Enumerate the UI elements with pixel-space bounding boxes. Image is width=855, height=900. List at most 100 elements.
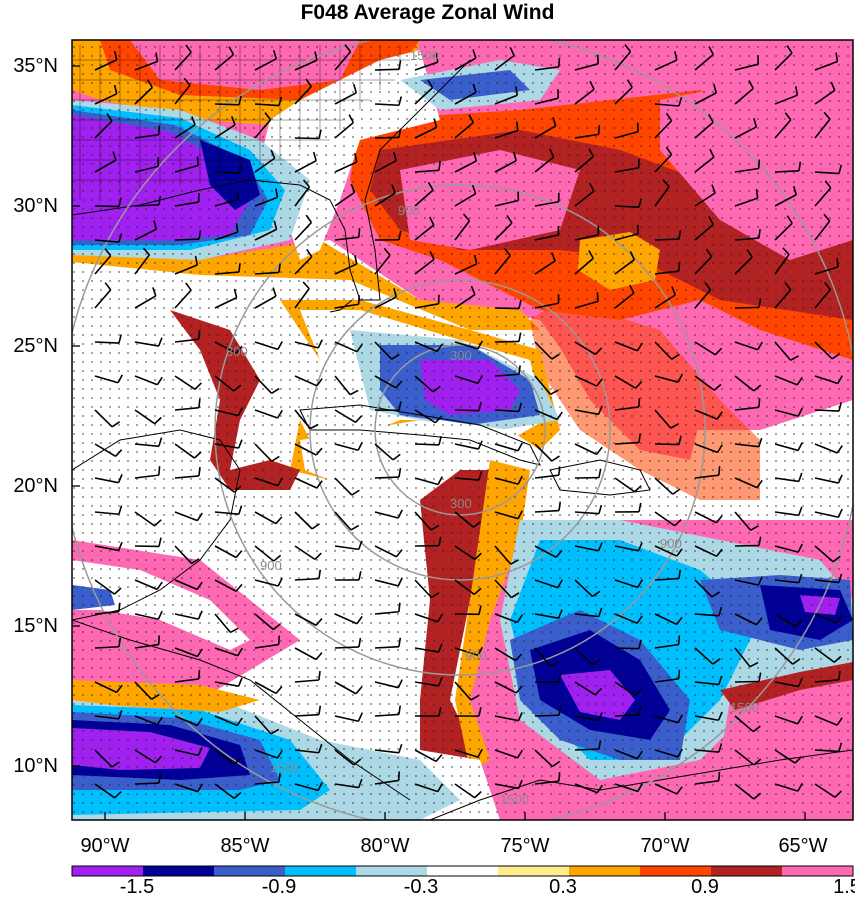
wind-barb-flag [477, 340, 483, 350]
wind-barb [654, 341, 673, 360]
wind-barb-flag [636, 122, 639, 132]
wind-barb [814, 341, 833, 360]
wind-barb [654, 154, 673, 173]
wind-barb-flag [436, 343, 443, 352]
wind-barb [414, 303, 439, 309]
wind-barb-flag [718, 675, 723, 685]
wind-barb [694, 545, 718, 558]
wind-barb-flag [113, 50, 118, 61]
wind-barb-flag [637, 579, 643, 588]
wind-barb [454, 545, 476, 561]
wind-barb-flag [272, 49, 278, 60]
wind-barb [174, 613, 199, 620]
wind-barb [254, 579, 279, 587]
wind-barb [334, 375, 351, 396]
wind-barb-flag [236, 717, 243, 726]
wind-barb [174, 375, 196, 390]
wind-barb-flag [718, 466, 721, 476]
contour-label: 1500 [270, 760, 299, 775]
wind-barb-flag [318, 670, 321, 681]
wind-barb [534, 234, 559, 241]
wind-barb [214, 375, 235, 392]
wind-barb [734, 341, 758, 351]
wind-barb-flag [758, 437, 763, 447]
wind-barb [454, 341, 479, 350]
wind-barb-flag [315, 447, 323, 456]
wind-barb [254, 477, 278, 487]
wind-barb [374, 341, 393, 360]
wind-barb-flag [674, 518, 682, 527]
wind-barb-flag [118, 334, 122, 344]
wind-barb [694, 613, 719, 617]
wind-barb [94, 749, 113, 768]
wind-barb [214, 198, 239, 207]
contour-label: 900 [260, 558, 282, 573]
wind-barb [374, 443, 394, 461]
wind-barb [254, 119, 272, 139]
wind-barb-flag [233, 757, 242, 765]
wind-barb-flag [273, 220, 278, 230]
colorbar [72, 866, 854, 876]
wind-barb [414, 126, 437, 139]
wind-barb-flag [782, 247, 790, 256]
wind-barb [294, 341, 319, 349]
wind-barb [734, 647, 751, 668]
wind-barb-flag [473, 587, 482, 595]
lat-label: 30°N [13, 195, 58, 217]
wind-barb-flag [156, 581, 163, 590]
wind-barb-flag [158, 437, 163, 447]
wind-barb [494, 94, 518, 105]
colorbar-swatch [72, 866, 144, 876]
wind-barb-flag [551, 353, 560, 360]
wind-barb [374, 296, 397, 309]
wind-barb-flag [836, 614, 843, 624]
wind-barb-flag [629, 284, 635, 294]
wind-barb-flag [472, 83, 477, 93]
wind-barb [814, 266, 839, 275]
us-gulf-coast [72, 59, 471, 301]
wind-barb [574, 88, 595, 105]
wind-barb [374, 579, 399, 587]
wind-barb [174, 264, 198, 275]
wind-barb [414, 258, 435, 275]
wind-barb [454, 375, 479, 385]
wind-barb [454, 511, 474, 528]
wind-barb-flag [435, 754, 443, 762]
wind-barb-flag [678, 569, 682, 579]
wind-barb [654, 186, 670, 207]
wind-barb [374, 192, 396, 207]
wind-barb [694, 289, 712, 309]
wind-barb-flag [516, 614, 523, 623]
wind-barb [94, 120, 113, 139]
wind-barb [614, 783, 639, 793]
wind-barb [174, 749, 199, 757]
wind-barb [414, 61, 438, 71]
wind-barb [534, 647, 552, 667]
wind-barb-flag [758, 229, 761, 239]
wind-barb-flag [636, 342, 643, 352]
wind-barb-flag [716, 548, 723, 557]
wind-barb [614, 51, 632, 71]
wind-barb-flag [153, 220, 158, 230]
wind-barb [254, 613, 274, 631]
wind-barb [414, 681, 439, 687]
wind-barb-flag [233, 288, 238, 298]
yucatan-outline [72, 429, 241, 621]
wind-barb-flag [106, 113, 113, 122]
wind-barb-flag [392, 453, 401, 461]
wind-barb-flag [398, 637, 402, 647]
wind-barb [614, 130, 639, 139]
wind-barb-flag [708, 114, 714, 123]
wind-barb-flag [708, 46, 715, 55]
wind-barb-flag [104, 248, 112, 257]
wind-barb-flag [510, 559, 519, 565]
wind-barb-flag [157, 125, 161, 135]
wind-barb-flag [518, 299, 522, 309]
wind-barb [774, 783, 799, 792]
wind-barb [254, 58, 277, 71]
wind-barb [94, 239, 119, 243]
lat-label: 15°N [13, 615, 58, 637]
wind-barb-flag [429, 250, 435, 260]
wind-barb-flag [796, 376, 803, 386]
wind-barb-flag [752, 725, 761, 733]
